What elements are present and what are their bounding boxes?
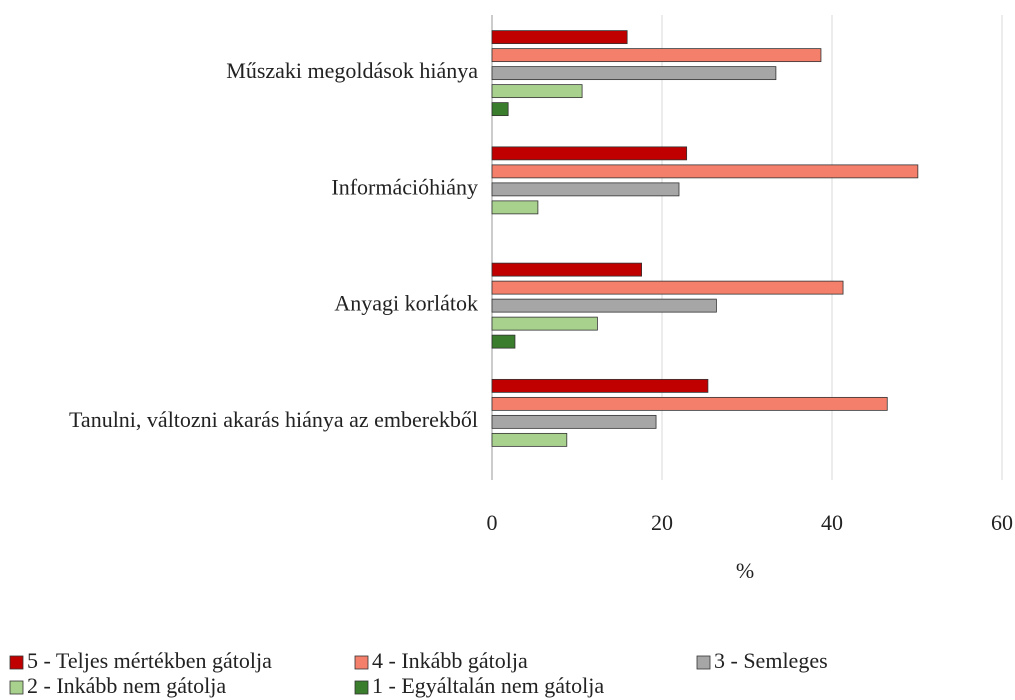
legend-label: 2 - Inkább nem gátolja (27, 673, 226, 698)
x-tick-label: 60 (991, 510, 1013, 535)
legend-swatch (354, 655, 369, 670)
x-tick-label: 20 (651, 510, 673, 535)
bar (491, 280, 844, 295)
legend-label: 5 - Teljes mértékben gátolja (27, 648, 272, 673)
bar (491, 378, 709, 393)
bar (491, 298, 717, 313)
bar (491, 432, 568, 447)
x-tick-label: 40 (821, 510, 843, 535)
x-axis-label: % (736, 558, 754, 583)
bar (491, 84, 583, 99)
legend-label: 1 - Egyáltalán nem gátolja (372, 673, 604, 698)
legend-label: 4 - Inkább gátolja (372, 648, 528, 673)
bar (491, 316, 598, 331)
legend-swatch (9, 655, 24, 670)
bar (491, 414, 657, 429)
y-tick-label: Anyagi korlátok (334, 291, 478, 316)
bar (491, 66, 777, 81)
y-tick-label: Tanulni, változni akarás hiánya az ember… (69, 407, 478, 432)
legend-swatch (9, 680, 24, 695)
bar (491, 200, 539, 215)
bar (491, 48, 822, 63)
bar (491, 146, 688, 161)
x-tick-label: 0 (487, 510, 498, 535)
bar (491, 30, 628, 45)
legend-swatch (354, 680, 369, 695)
legend-label: 3 - Semleges (714, 648, 828, 673)
bar (491, 262, 643, 277)
y-tick-label: Információhiány (331, 174, 478, 199)
y-tick-label: Műszaki megoldások hiánya (226, 58, 478, 83)
bar (491, 334, 516, 349)
bar (491, 102, 509, 117)
bar (491, 396, 888, 411)
legend-swatch (696, 655, 711, 670)
bar (491, 182, 680, 197)
bar (491, 164, 919, 179)
